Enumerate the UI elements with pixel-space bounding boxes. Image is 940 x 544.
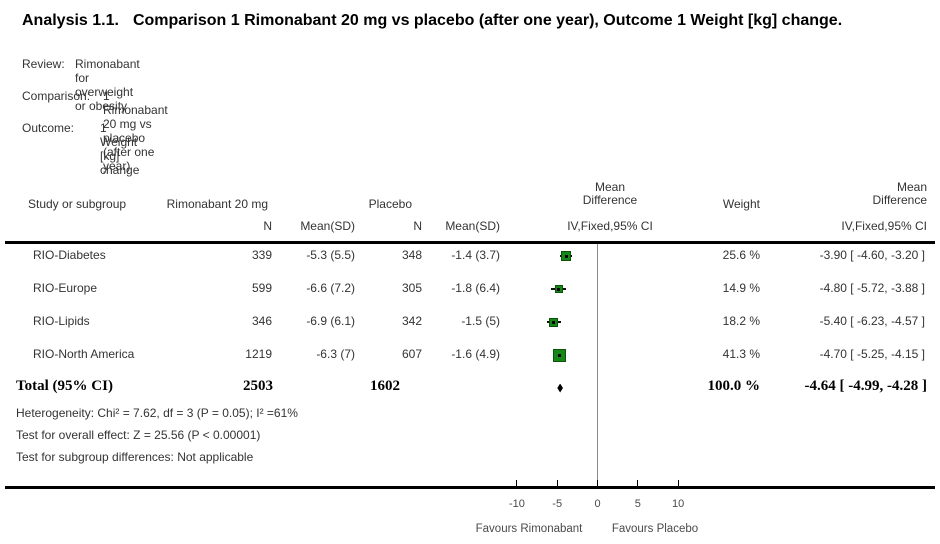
treatment-mean-sd: -6.3 (7) <box>316 347 355 361</box>
treatment-n: 1219 <box>245 347 272 361</box>
control-n: 348 <box>401 248 422 262</box>
weight-value: 41.3 % <box>722 347 760 361</box>
weight-value: 14.9 % <box>722 281 760 295</box>
study-name: RIO-Lipids <box>33 314 90 328</box>
analysis-title: Analysis 1.1. Comparison 1 Rimonabant 20 … <box>22 12 842 30</box>
effect-header-line1: Mean <box>594 180 626 194</box>
total-label: Total (95% CI) <box>16 378 113 394</box>
analysis-title-text: Comparison 1 Rimonabant 20 mg vs placebo… <box>132 12 843 29</box>
col-header-weight: Weight <box>722 197 760 211</box>
effect-header-line2: Difference <box>582 193 638 207</box>
md-ci-text: -4.80 [ -5.72, -3.88 ] <box>819 281 925 295</box>
header-divider-line <box>5 241 935 244</box>
treatment-mean-sd: -6.6 (7.2) <box>306 281 355 295</box>
md-ci-text: -5.40 [ -6.23, -4.57 ] <box>819 314 925 328</box>
col-header-mean-difference-text: Mean Difference <box>797 181 927 207</box>
axis-tick-label: 5 <box>634 498 641 510</box>
comparison-label: Comparison: <box>22 89 91 103</box>
axis-tick <box>637 480 639 486</box>
table-row: RIO-Europe 599 -6.6 (7.2) 305 -1.8 (6.4) 14.9… <box>0 281 940 297</box>
total-control-n: 1602 <box>370 378 400 394</box>
total-md-ci: -4.64 [ -4.99, -4.28 ] <box>804 378 927 394</box>
axis-line <box>5 486 935 489</box>
axis-tick-label: -5 <box>552 498 563 510</box>
table-row: RIO-Diabetes 339 -5.3 (5.5) 348 -1.4 (3.7) 25… <box>0 248 940 264</box>
outcome-label: Outcome: <box>22 121 75 135</box>
control-mean-sd: -1.8 (6.4) <box>451 281 500 295</box>
treatment-n: 339 <box>251 248 272 262</box>
md-ci-text: -3.90 [ -4.60, -3.20 ] <box>819 248 925 262</box>
md-ci-text: -4.70 [ -5.25, -4.15 ] <box>819 347 925 361</box>
zero-line <box>597 244 598 487</box>
study-name: RIO-Diabetes <box>33 248 106 262</box>
review-value: Rimonabant for overweight or obesity <box>75 57 140 113</box>
treatment-mean-sd: -6.9 (6.1) <box>306 314 355 328</box>
subheader-mean-sd-placebo: Mean(SD) <box>445 219 500 233</box>
point-estimate-dot <box>552 320 556 324</box>
subgroup-differences-note: Test for subgroup differences: Not appli… <box>16 450 254 464</box>
study-name: RIO-North America <box>33 347 135 361</box>
table-row: RIO-Lipids 346 -6.9 (6.1) 342 -1.5 (5) 18.2 %… <box>0 314 940 330</box>
review-label: Review: <box>22 57 65 71</box>
outcome-value: 1 Weight [kg] change <box>100 121 140 177</box>
control-n: 607 <box>401 347 422 361</box>
col-header-placebo-group: Placebo <box>368 197 412 211</box>
control-mean-sd: -1.5 (5) <box>461 314 500 328</box>
favours-left-label: Favours Rimonabant <box>475 523 583 535</box>
axis-tick <box>516 480 518 486</box>
control-n: 305 <box>401 281 422 295</box>
total-treatment-n: 2503 <box>243 378 273 394</box>
axis-tick <box>597 480 598 486</box>
point-estimate-dot <box>557 287 561 291</box>
heterogeneity-note: Heterogeneity: Chi² = 7.62, df = 3 (P = … <box>16 406 298 420</box>
subheader-ci-method-text: IV,Fixed,95% CI <box>841 219 927 233</box>
treatment-mean-sd: -5.3 (5.5) <box>306 248 355 262</box>
total-row: Total (95% CI) 2503 1602 100.0 % -4.64 [… <box>0 378 940 396</box>
total-weight: 100.0 % <box>707 378 761 394</box>
subheader-ci-method-plot: IV,Fixed,95% CI <box>567 219 653 233</box>
weight-value: 18.2 % <box>722 314 760 328</box>
control-mean-sd: -1.4 (3.7) <box>451 248 500 262</box>
summary-diamond <box>557 383 563 393</box>
overall-effect-note: Test for overall effect: Z = 25.56 (P < … <box>16 428 261 442</box>
table-row: RIO-North America 1219 -6.3 (7) 607 -1.6 (4.… <box>0 347 940 363</box>
axis-tick-label: 0 <box>594 498 601 510</box>
effect-header-line2: Difference <box>872 193 927 207</box>
control-n: 342 <box>401 314 422 328</box>
axis-tick <box>556 480 558 486</box>
subheader-n-treatment: N <box>263 219 272 233</box>
point-estimate-dot <box>564 254 568 258</box>
analysis-number-label: Analysis 1.1. <box>22 12 119 29</box>
subheader-mean-sd-treatment: Mean(SD) <box>300 219 355 233</box>
subheader-n-placebo: N <box>413 219 422 233</box>
comparison-value: 1 Rimonabant 20 mg vs placebo (after one… <box>103 89 168 173</box>
axis-tick-label: 10 <box>671 498 685 510</box>
col-header-treatment-group: Rimonabant 20 mg <box>166 197 268 211</box>
col-header-mean-difference-plot: Mean Difference <box>545 181 675 207</box>
study-name: RIO-Europe <box>33 281 98 295</box>
treatment-n: 346 <box>251 314 272 328</box>
col-header-study: Study or subgroup <box>28 197 127 211</box>
control-mean-sd: -1.6 (4.9) <box>451 347 500 361</box>
effect-header-line1: Mean <box>896 180 927 194</box>
axis-tick <box>677 480 679 486</box>
weight-value: 25.6 % <box>722 248 760 262</box>
point-estimate-dot <box>558 353 562 357</box>
axis-tick-label: -10 <box>508 498 525 510</box>
treatment-n: 599 <box>251 281 272 295</box>
favours-right-label: Favours Placebo <box>611 523 699 535</box>
